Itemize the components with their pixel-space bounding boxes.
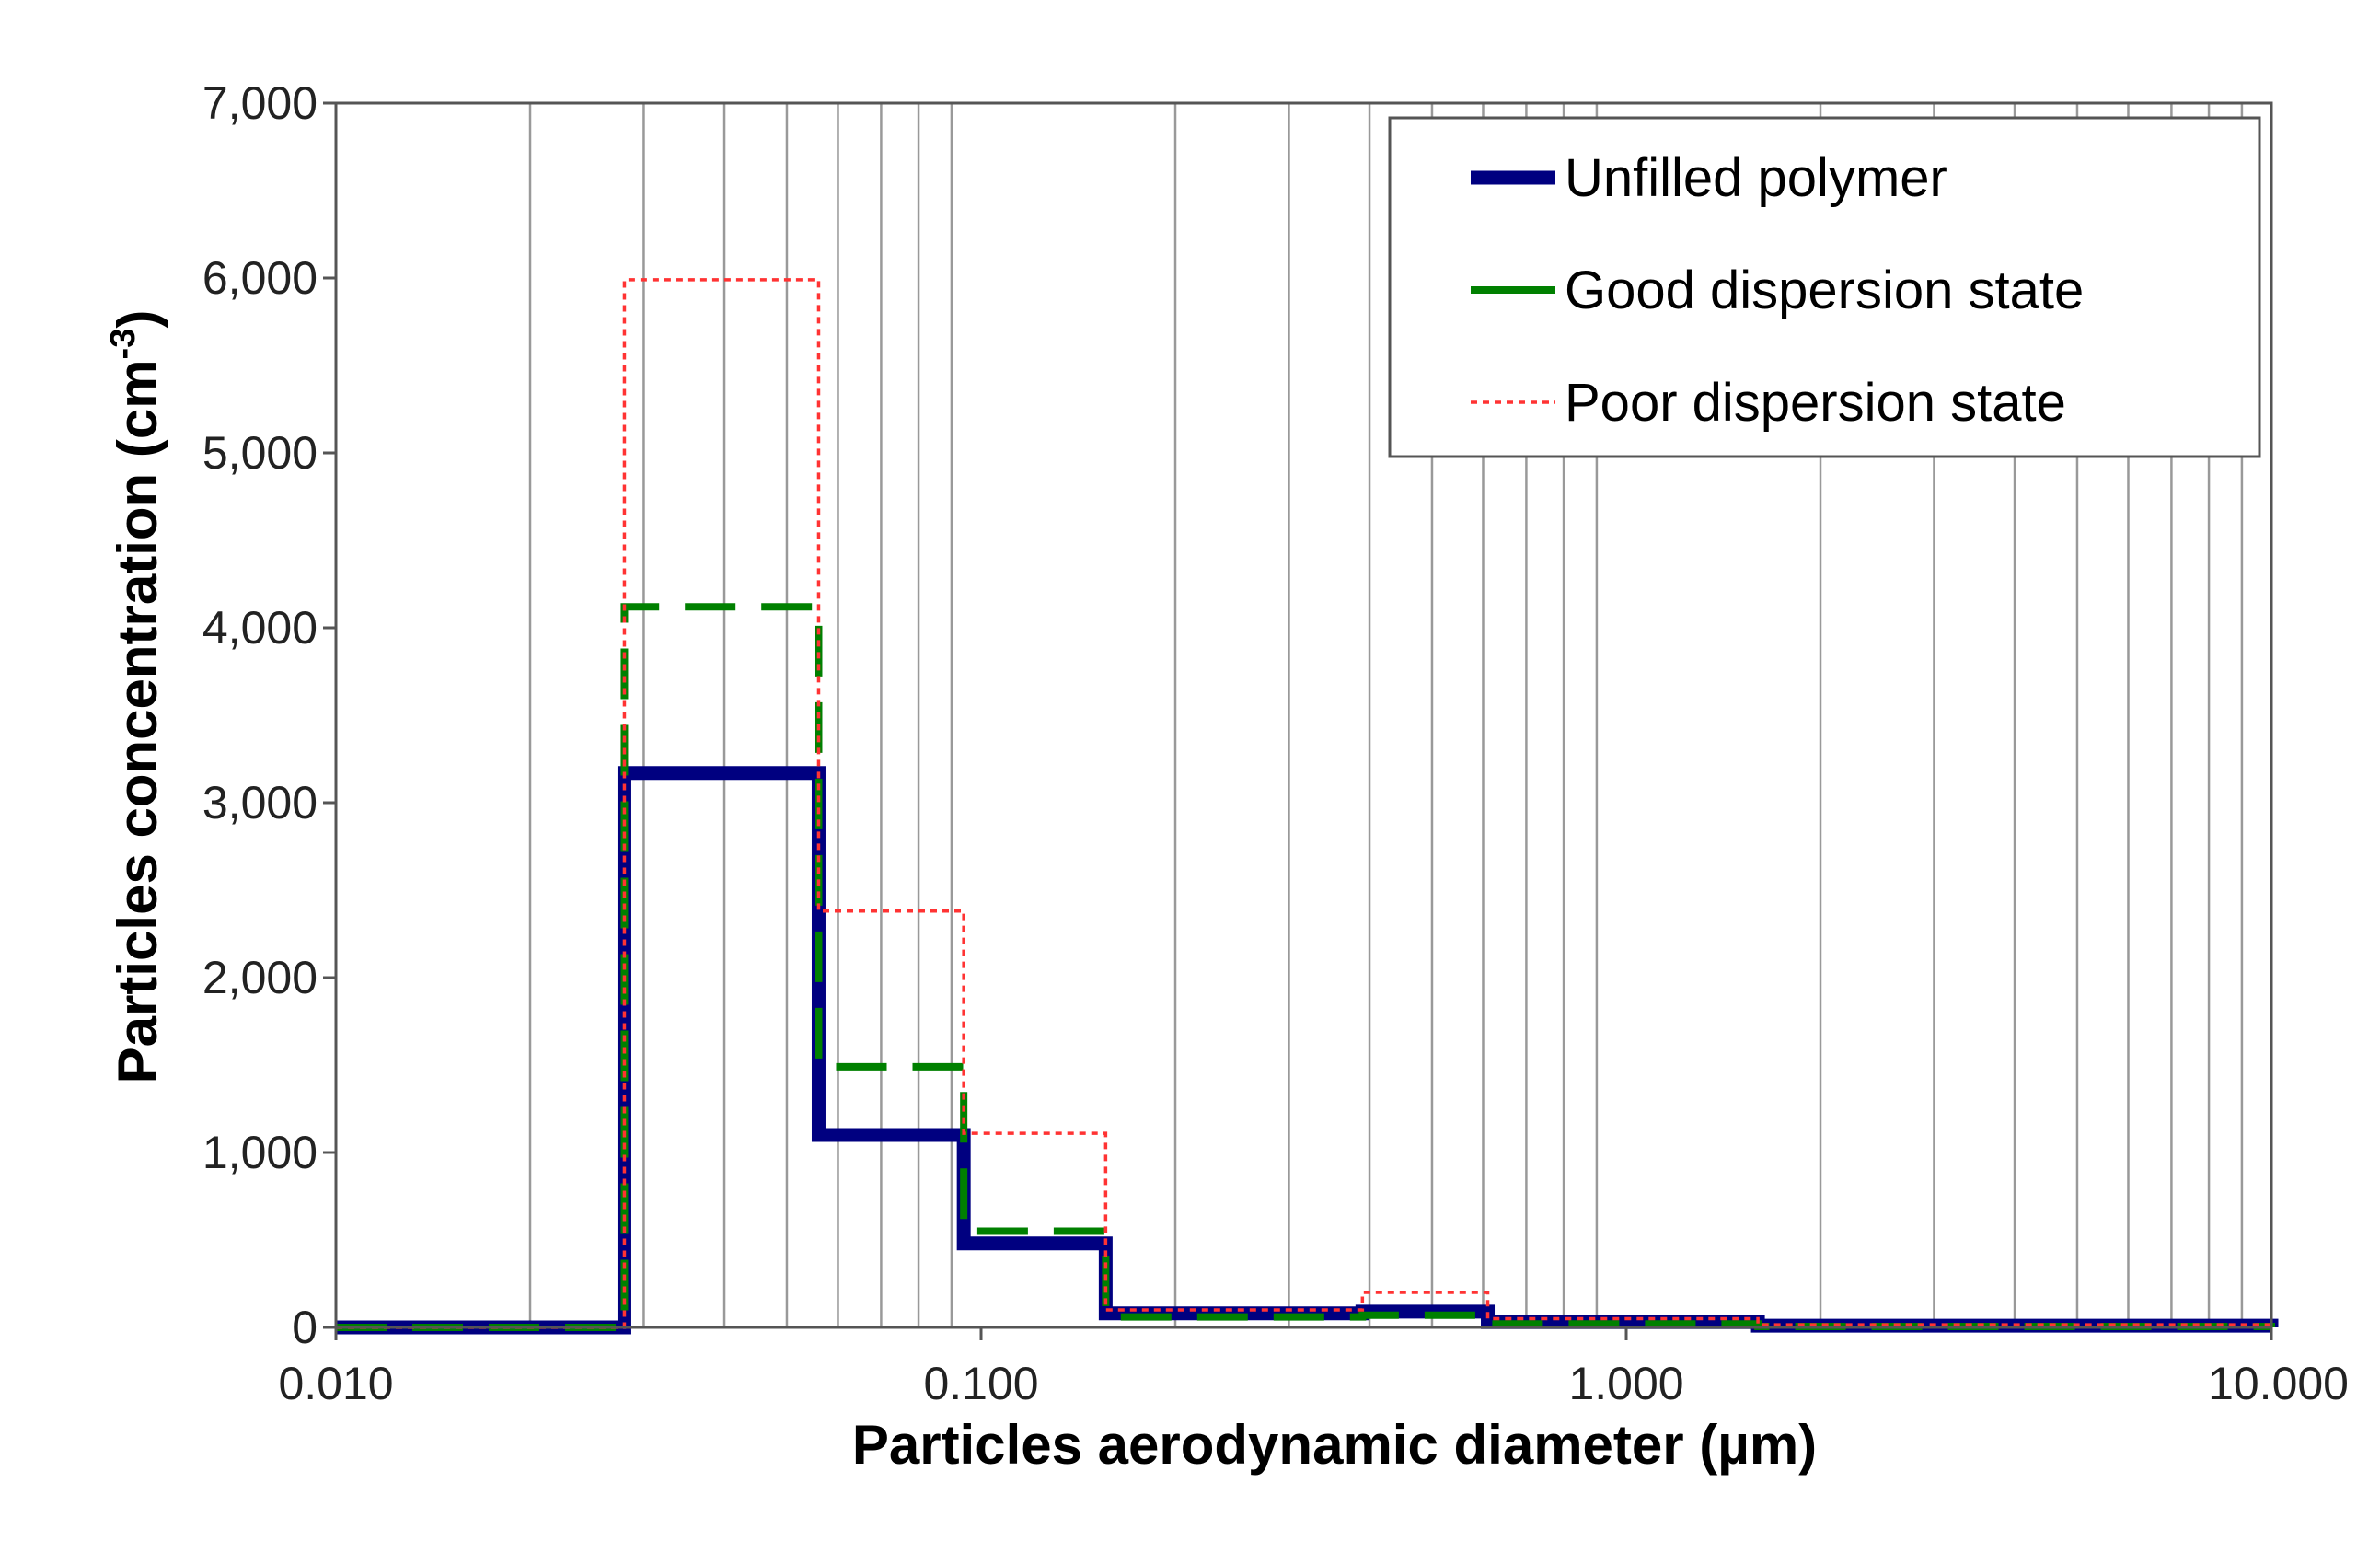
legend: Unfilled polymer Good dispersion state Poo… xyxy=(1388,116,2261,458)
x-tick-label: 0.100 xyxy=(923,1358,1038,1409)
x-tick-label: 1.000 xyxy=(1568,1358,1683,1409)
y-axis-ticks: 0 1,000 2,000 3,000 4,000 5,000 6,000 7,000 xyxy=(202,77,336,1353)
x-tick-label: 10.000 xyxy=(2208,1358,2349,1409)
y-axis-title: Particles concentration (cm-3) xyxy=(104,310,168,1084)
x-axis-title: Particles aerodynamic diameter (µm) xyxy=(852,1414,1817,1476)
y-axis-title-superscript: -3 xyxy=(104,329,143,360)
vertical-gridlines xyxy=(528,103,2244,1327)
plot-frame xyxy=(334,101,2273,1329)
series-line-3 xyxy=(336,278,2273,1329)
y-tick-label: 2,000 xyxy=(202,952,318,1003)
series-layer xyxy=(336,278,2279,1335)
y-axis-title-end: ) xyxy=(107,310,168,329)
y-tick-label: 5,000 xyxy=(202,427,318,479)
y-tick-label: 4,000 xyxy=(202,602,318,654)
y-tick-label: 3,000 xyxy=(202,777,318,828)
y-tick-label: 0 xyxy=(292,1302,318,1353)
x-axis-ticks: 0.010 0.100 1.000 10.000 xyxy=(278,1327,2349,1409)
y-axis-title-main: Particles concentration (cm xyxy=(107,359,168,1083)
x-tick-label: 0.010 xyxy=(278,1358,393,1409)
legend-label: Poor dispersion state xyxy=(1565,373,2066,433)
y-tick-label: 6,000 xyxy=(202,252,318,304)
y-tick-label: 7,000 xyxy=(202,77,318,129)
series-line-2 xyxy=(336,603,2275,1331)
y-tick-label: 1,000 xyxy=(202,1127,318,1178)
legend-label: Good dispersion state xyxy=(1565,261,2084,320)
legend-label: Unfilled polymer xyxy=(1565,148,1947,208)
